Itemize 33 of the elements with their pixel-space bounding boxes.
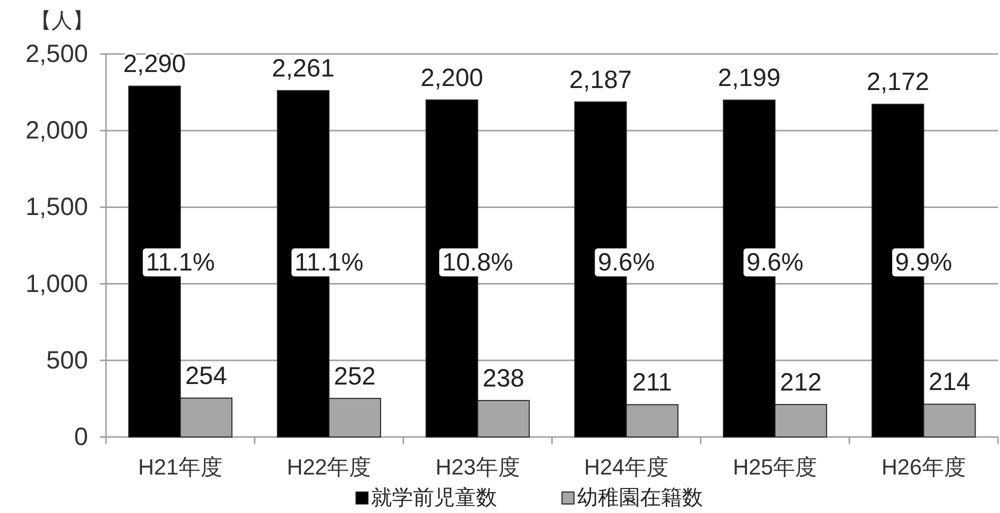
- legend-label: 就学前児童数: [371, 486, 497, 510]
- data-label: 212: [780, 368, 822, 397]
- data-label: 2,261: [272, 54, 334, 83]
- data-label: 2,200: [420, 64, 484, 92]
- annotation: 11.1%: [294, 248, 364, 276]
- annotation: 11.1%: [146, 248, 215, 276]
- data-label: 238: [482, 364, 524, 393]
- data-label: 211: [632, 368, 672, 397]
- y-tick-label: 2,500: [25, 40, 88, 68]
- y-tick-label: 0: [74, 423, 88, 451]
- y-tick-label: 1,000: [25, 270, 88, 298]
- x-tick-label: H25年度: [732, 454, 818, 480]
- annotation: 9.6%: [598, 248, 655, 276]
- data-label: 252: [334, 362, 376, 390]
- data-label: 254: [185, 362, 228, 390]
- x-tick-label: H23年度: [435, 454, 520, 480]
- data-label: 2,172: [866, 68, 930, 96]
- y-tick-label: 2,000: [25, 116, 88, 145]
- y-tick-label: 1,500: [25, 193, 88, 222]
- annotation: 10.8%: [442, 248, 514, 276]
- legend-label: 幼稚園在籍数: [577, 486, 703, 510]
- annotation: 9.6%: [746, 248, 804, 276]
- data-label: 2,187: [569, 66, 632, 94]
- y-tick-label: 500: [46, 346, 88, 374]
- x-tick-label: H26年度: [881, 454, 966, 480]
- data-label: 214: [928, 368, 970, 396]
- annotation: 9.9%: [895, 248, 952, 276]
- data-label: 2,290: [123, 50, 186, 78]
- x-tick-label: H24年度: [584, 454, 669, 480]
- y-axis-title: 【人】: [30, 10, 94, 32]
- x-tick-label: H22年度: [286, 454, 372, 480]
- data-label: 2,199: [718, 64, 780, 92]
- x-tick-label: H21年度: [138, 454, 223, 480]
